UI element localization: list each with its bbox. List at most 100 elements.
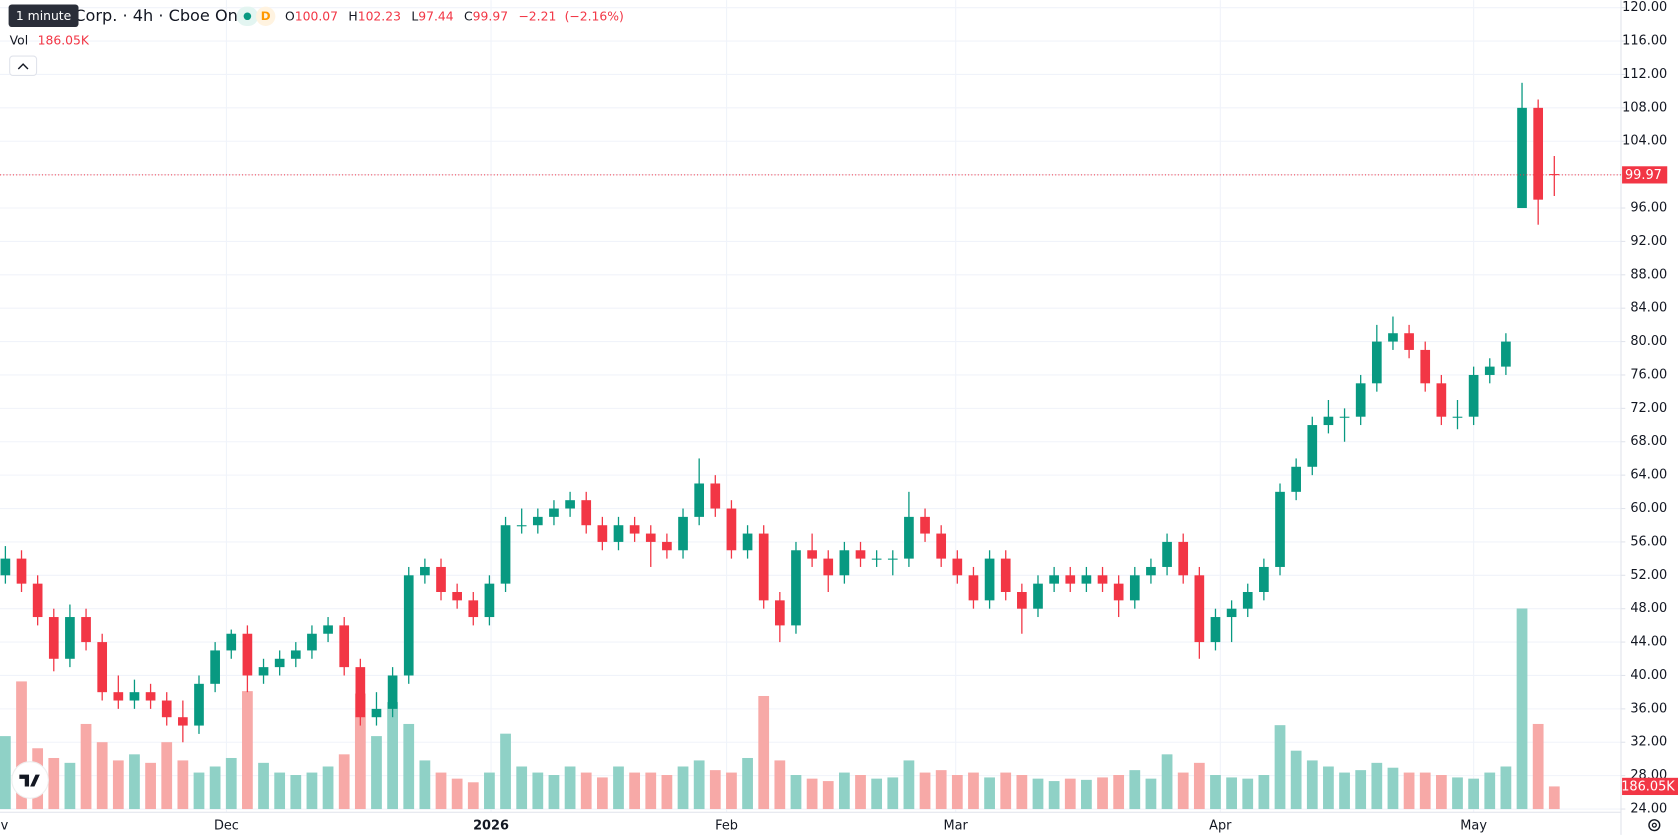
candle-body	[145, 692, 156, 701]
volume-bar	[984, 777, 995, 810]
tradingview-logo[interactable]	[11, 761, 49, 799]
candle-body	[565, 500, 575, 509]
candle-body	[1323, 416, 1334, 426]
candle-body	[1517, 107, 1527, 209]
y-tick-label: 24.00	[1630, 802, 1667, 817]
y-tick-label: 32.00	[1630, 735, 1667, 750]
volume-bar	[677, 766, 689, 810]
volume-bar	[726, 772, 737, 810]
volume-bar	[242, 691, 253, 810]
candle-body	[1081, 575, 1092, 584]
candle-body	[774, 600, 785, 626]
y-tick-label: 88.00	[1630, 267, 1667, 282]
candle-body	[468, 600, 479, 618]
low-value: 97.44	[418, 9, 454, 23]
volume-bar	[1032, 778, 1044, 810]
volume-bar	[758, 695, 770, 810]
settings-icon-center	[1651, 822, 1657, 828]
volume-bar	[451, 778, 463, 810]
x-tick-label: Apr	[1209, 819, 1232, 834]
candle-body	[726, 508, 737, 551]
volume-bar	[1258, 775, 1270, 810]
collapse-button[interactable]	[9, 55, 38, 76]
y-tick-label: 68.00	[1630, 434, 1667, 449]
volume-bar	[935, 770, 947, 810]
candle-body	[984, 558, 995, 601]
volume-bar	[548, 775, 560, 810]
volume-bar	[1548, 786, 1560, 810]
volume-bar	[1193, 762, 1205, 810]
volume-bar	[322, 766, 334, 810]
volume-bar	[1113, 775, 1125, 810]
volume-bar	[1403, 772, 1415, 810]
volume-bar	[1532, 723, 1544, 810]
volume-bar	[1129, 770, 1141, 810]
volume-bar	[951, 775, 963, 810]
candle-body	[871, 558, 882, 560]
volume-bar	[1355, 770, 1367, 810]
candle-body	[758, 533, 769, 601]
candle-body	[194, 683, 204, 726]
candle-body	[1017, 592, 1027, 609]
candle-body	[113, 692, 124, 701]
volume-bar	[387, 702, 398, 810]
candle-body	[1291, 466, 1301, 492]
candle-body	[904, 516, 914, 559]
volume-bar	[64, 762, 76, 810]
candle-body	[307, 633, 317, 651]
candle-body	[48, 617, 59, 659]
y-tick-label: 104.00	[1622, 134, 1667, 149]
volume-bar	[500, 733, 511, 810]
last-price-label: 99.97	[1625, 168, 1662, 183]
candle-body	[242, 633, 253, 676]
settings-button[interactable]	[1648, 819, 1661, 832]
candle-body	[855, 550, 866, 559]
volume-bar	[903, 760, 915, 810]
volume-bar	[145, 762, 156, 810]
candle-body	[532, 516, 543, 526]
candle-body	[1501, 341, 1511, 367]
volume-bar	[693, 760, 705, 810]
candle-body	[807, 550, 817, 559]
volume-bar	[419, 760, 431, 810]
y-tick-label: 52.00	[1630, 568, 1667, 583]
candle-body	[1436, 383, 1447, 417]
volume-bar	[484, 772, 495, 810]
candle-body	[839, 550, 850, 576]
close-label: C	[464, 9, 473, 23]
candle-body	[920, 516, 930, 534]
candle-body	[452, 592, 462, 601]
candle-body	[678, 516, 688, 551]
candle-body	[1452, 416, 1463, 418]
logo-circle	[11, 761, 49, 799]
volume-bar	[0, 736, 11, 810]
candle-body	[1000, 558, 1011, 593]
volume-bar	[839, 772, 850, 810]
volume-bar	[1081, 779, 1092, 810]
volume-bar	[112, 760, 124, 810]
volume-bar	[48, 757, 60, 810]
volume-bar	[1435, 775, 1447, 810]
volume-bar	[1048, 781, 1060, 810]
candle-body	[1242, 592, 1253, 609]
y-tick-label: 80.00	[1630, 334, 1667, 349]
y-tick-label: 48.00	[1630, 601, 1667, 616]
candle-body	[1355, 383, 1366, 417]
volume-tag	[1622, 777, 1678, 796]
volume-bar	[1516, 608, 1528, 810]
volume-bar	[532, 772, 544, 810]
volume-bar	[1145, 778, 1157, 810]
y-tick-label: 76.00	[1630, 367, 1667, 382]
y-tick-label: 40.00	[1630, 668, 1667, 683]
y-tick-label: 92.00	[1630, 234, 1667, 249]
candle-body	[371, 708, 382, 718]
volume-bar	[871, 778, 883, 810]
volume-bar	[661, 775, 673, 810]
candle-body	[355, 667, 366, 718]
candle-body	[662, 541, 672, 551]
x-tick-label: May	[1460, 819, 1487, 834]
open-label: O	[285, 9, 295, 23]
volume-bar	[435, 772, 447, 810]
volume-bar	[887, 777, 899, 810]
